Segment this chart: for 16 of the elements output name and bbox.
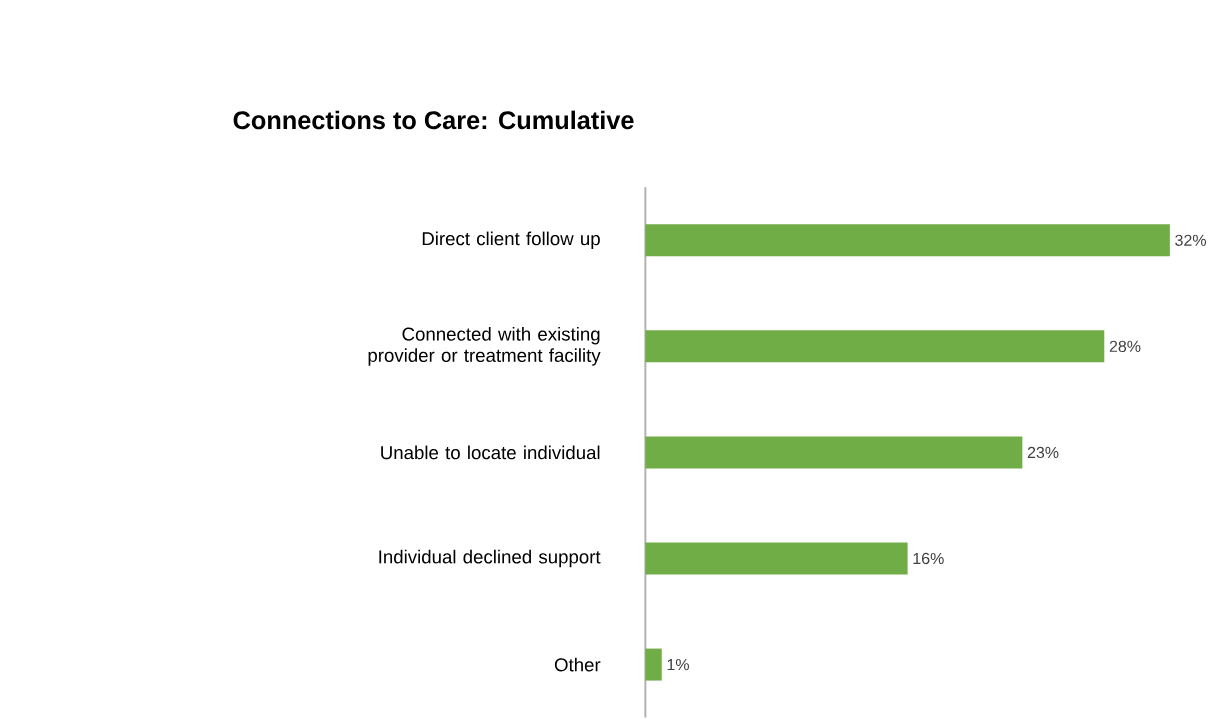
y-tick-label: Unable to locate individual xyxy=(381,445,600,460)
text: Connections to Care: Cumulative xyxy=(233,110,634,130)
y-tick-label: Individual declined support xyxy=(379,549,601,568)
y-tick-label: Other xyxy=(554,657,601,672)
data-label: 32% xyxy=(1175,234,1206,247)
bar xyxy=(645,436,1023,469)
data-label: 23% xyxy=(1027,446,1059,459)
data-label: 1% xyxy=(667,659,689,671)
data-label: 28% xyxy=(1109,340,1141,353)
data-label: 16% xyxy=(913,553,944,565)
bar xyxy=(645,542,908,575)
bar xyxy=(645,224,1170,257)
y-tick-label: Connected with existing provider or treatment facility xyxy=(368,327,601,366)
bar xyxy=(645,648,662,681)
y-tick-label: Direct client follow up xyxy=(422,231,600,250)
bar xyxy=(645,330,1105,363)
